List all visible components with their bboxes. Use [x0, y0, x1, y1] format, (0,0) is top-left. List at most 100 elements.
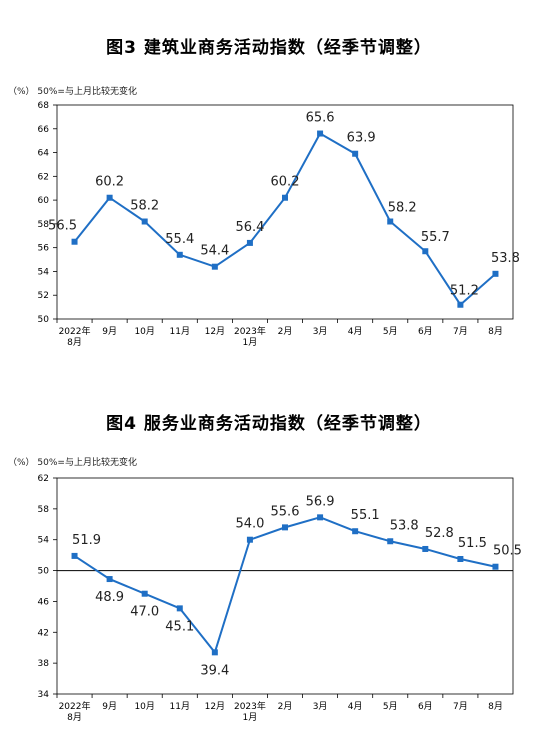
data-point [71, 552, 78, 559]
x-tick-label: 7月 [453, 701, 468, 712]
data-label: 54.4 [200, 244, 229, 259]
data-point [492, 563, 499, 570]
data-label: 65.6 [306, 111, 335, 126]
data-label: 58.2 [388, 201, 417, 216]
data-point [141, 590, 148, 597]
series-line [73, 132, 497, 307]
data-point [176, 605, 183, 612]
y-tick-label: 50 [38, 315, 50, 325]
data-point [457, 301, 464, 308]
y-tick-label: 62 [38, 474, 49, 484]
data-point [492, 270, 499, 277]
x-tick-label: 5月 [383, 701, 398, 712]
y-tick-label: 42 [38, 628, 49, 638]
data-point [317, 514, 324, 521]
data-point [422, 545, 429, 552]
x-tick-label: 5月 [383, 326, 398, 337]
x-tick-label: 8月 [488, 326, 503, 337]
data-point [71, 238, 78, 245]
y-tick-label: 64 [38, 149, 50, 159]
y-tick-label: 62 [38, 172, 49, 182]
data-point [282, 524, 288, 531]
y-tick-label: 46 [38, 597, 50, 607]
data-label: 45.1 [165, 619, 194, 634]
data-label: 63.9 [347, 131, 376, 146]
x-tick-label: 2022年 [59, 700, 91, 712]
chart-title-construction: 图3 建筑业商务活动指数（经季节调整） [106, 38, 432, 58]
x-tick-label: 3月 [313, 326, 328, 337]
x-tick-label: 8月 [488, 701, 503, 712]
y-tick-label: 58 [38, 505, 50, 515]
data-point [317, 130, 324, 137]
data-label: 56.4 [235, 220, 264, 235]
x-tick-label: 1月 [243, 337, 258, 348]
unit-note-services: （%） 50%=与上月比较无变化 [8, 458, 137, 468]
chart-title-services: 图4 服务业商务活动指数（经季节调整） [106, 414, 432, 434]
data-point [246, 239, 253, 246]
data-label: 55.6 [271, 504, 300, 519]
data-label: 53.8 [390, 518, 419, 533]
unit-note-construction: （%） 50%=与上月比较无变化 [8, 87, 137, 97]
data-point [457, 556, 464, 562]
y-tick-label: 56 [38, 244, 50, 254]
data-label: 54.0 [235, 517, 264, 532]
x-tick-label: 9月 [102, 701, 117, 712]
data-label: 39.4 [200, 663, 229, 678]
data-label: 48.9 [95, 590, 124, 605]
data-label: 56.5 [48, 219, 77, 234]
data-point [246, 536, 253, 543]
y-tick-label: 38 [38, 659, 50, 669]
y-tick-label: 50 [38, 567, 50, 577]
data-label: 60.2 [271, 175, 300, 190]
data-point [282, 194, 288, 201]
data-point [387, 538, 394, 545]
x-tick-label: 12月 [205, 326, 225, 337]
data-point [352, 150, 359, 157]
x-tick-label: 2023年 [234, 325, 266, 337]
x-tick-label: 2023年 [234, 700, 266, 712]
data-label: 53.8 [491, 251, 520, 266]
y-tick-label: 54 [38, 536, 50, 546]
x-tick-label: 11月 [170, 701, 190, 712]
data-point [352, 528, 359, 535]
data-label: 58.2 [130, 199, 159, 214]
y-tick-label: 52 [38, 291, 49, 301]
data-label: 51.5 [458, 536, 487, 551]
x-tick-label: 2月 [278, 326, 293, 337]
x-tick-label: 11月 [170, 326, 190, 337]
data-label: 52.8 [425, 526, 454, 541]
data-point [106, 194, 113, 201]
y-tick-label: 58 [38, 220, 50, 230]
data-point [422, 248, 429, 255]
x-tick-label: 10月 [134, 326, 154, 337]
data-label: 55.4 [165, 232, 194, 247]
x-tick-label: 10月 [134, 701, 154, 712]
x-tick-label: 8月 [67, 712, 82, 723]
y-tick-label: 68 [38, 101, 50, 111]
data-point [141, 218, 148, 225]
data-label: 55.7 [421, 230, 450, 245]
data-point [211, 263, 218, 270]
data-label: 51.9 [72, 533, 101, 548]
x-tick-label: 6月 [418, 701, 433, 712]
x-tick-label: 7月 [453, 326, 468, 337]
data-label: 55.1 [351, 508, 380, 523]
data-point [387, 218, 394, 225]
x-tick-label: 9月 [102, 326, 117, 337]
plot-frame [56, 477, 514, 695]
data-point [106, 576, 113, 583]
data-label: 56.9 [306, 494, 335, 509]
y-tick-label: 34 [38, 690, 50, 700]
x-tick-label: 12月 [205, 701, 225, 712]
data-label: 50.5 [493, 544, 522, 559]
x-tick-label: 2月 [278, 701, 293, 712]
x-tick-label: 8月 [67, 337, 82, 348]
x-tick-label: 4月 [348, 326, 363, 337]
x-tick-label: 4月 [348, 701, 363, 712]
y-tick-label: 54 [38, 267, 50, 277]
data-point [176, 251, 183, 258]
data-point [211, 649, 218, 656]
x-tick-label: 1月 [243, 712, 258, 723]
data-label: 47.0 [130, 605, 159, 620]
